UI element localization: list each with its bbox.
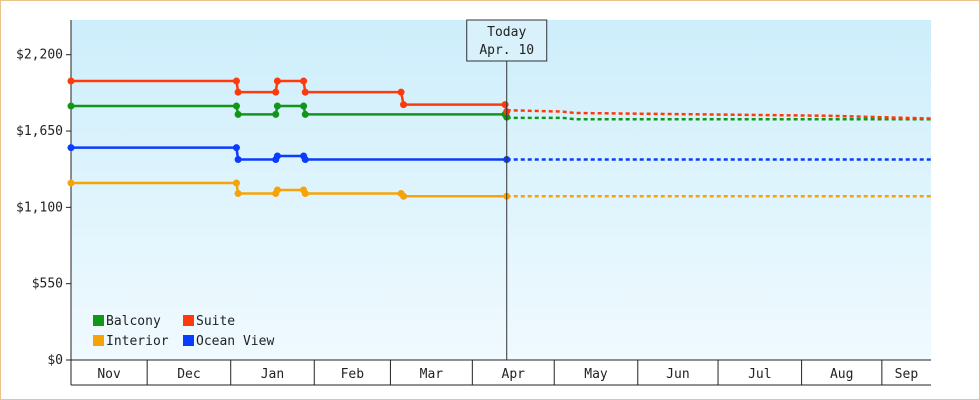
y-axis: $0 $550 $1,100 $1,650 $2,200	[16, 20, 72, 368]
x-tick-label: Apr	[502, 367, 526, 382]
x-tick-label: Sep	[895, 367, 919, 382]
forecast-lines	[506, 108, 932, 198]
data-point	[234, 155, 242, 163]
data-point	[273, 186, 281, 194]
legend-label: Ocean View	[196, 334, 274, 349]
legend-swatch	[183, 335, 194, 346]
data-point	[234, 189, 242, 197]
series-lines	[67, 77, 511, 200]
y-tick-label: $1,650	[16, 124, 63, 139]
data-point	[300, 77, 308, 85]
forecast-line	[506, 116, 931, 121]
data-point	[232, 144, 240, 152]
data-point	[67, 144, 75, 152]
data-point	[272, 88, 280, 96]
x-tick-label: Dec	[177, 367, 200, 382]
data-point	[273, 77, 281, 85]
data-point	[67, 179, 75, 187]
today-label-box	[466, 19, 548, 62]
plot-area	[71, 20, 931, 360]
data-point	[301, 110, 309, 118]
today-date: Apr. 10	[479, 43, 534, 58]
data-point	[301, 155, 309, 163]
legend-label: Balcony	[106, 314, 161, 329]
x-tick-label: Feb	[341, 367, 365, 382]
legend-swatch	[93, 335, 104, 346]
x-tick-label: May	[584, 367, 608, 382]
data-point	[232, 179, 240, 187]
legend: Balcony Suite Interior Ocean View	[93, 314, 274, 349]
data-point	[400, 192, 408, 200]
data-point	[67, 102, 75, 110]
data-point	[400, 101, 408, 109]
forecast-line	[506, 108, 932, 120]
data-point	[234, 88, 242, 96]
data-point	[67, 77, 75, 85]
y-tick-label: $1,100	[16, 200, 63, 215]
today-label: Today	[487, 25, 526, 40]
x-tick-label: Jan	[261, 367, 284, 382]
legend-label: Interior	[106, 334, 169, 349]
y-tick-label: $0	[47, 353, 63, 368]
x-tick-label: Mar	[420, 367, 444, 382]
x-tick-label: Jul	[748, 367, 771, 382]
data-point	[273, 152, 281, 160]
data-point	[272, 110, 280, 118]
y-tick-label: $2,200	[16, 48, 63, 63]
x-tick-label: Aug	[830, 367, 853, 382]
data-point	[397, 88, 405, 96]
data-point	[501, 101, 509, 109]
legend-swatch	[93, 315, 104, 326]
data-point	[232, 102, 240, 110]
data-point	[234, 110, 242, 118]
data-point	[273, 102, 281, 110]
x-axis: Nov Dec Jan Feb Mar Apr May Jun Jul Aug Sep	[70, 359, 931, 386]
legend-swatch	[183, 315, 194, 326]
data-point	[232, 77, 240, 85]
x-tick-label: Nov	[97, 367, 121, 382]
data-point	[301, 189, 309, 197]
data-point	[300, 102, 308, 110]
data-point	[301, 88, 309, 96]
today-marker: Today Apr. 10	[466, 19, 548, 360]
legend-label: Suite	[196, 314, 235, 329]
y-tick-label: $550	[32, 277, 63, 292]
x-tick-label: Jun	[666, 367, 689, 382]
